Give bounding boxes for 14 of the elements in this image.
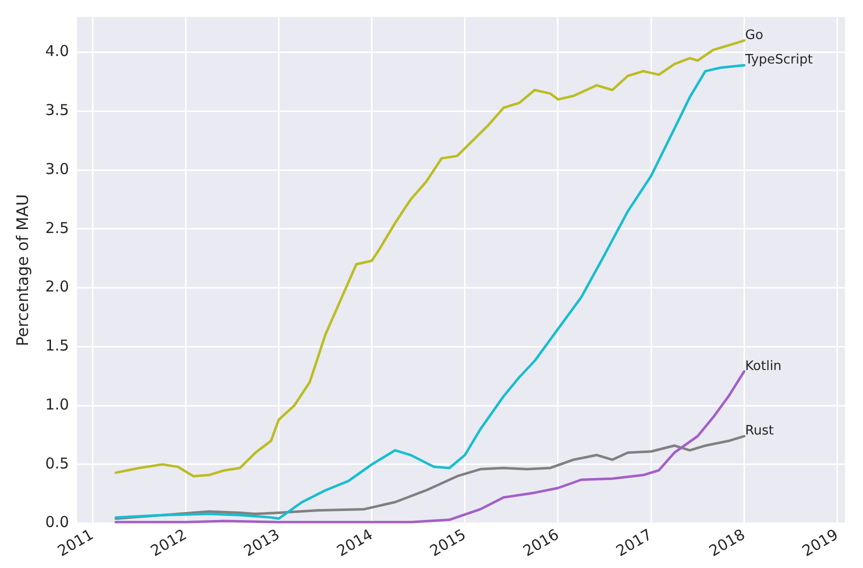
y-tick-label: 2.5 xyxy=(45,218,70,237)
series-label: Kotlin xyxy=(745,358,782,374)
y-tick-label: 3.5 xyxy=(45,101,70,120)
y-tick-label: 1.5 xyxy=(45,336,70,355)
series-label: TypeScript xyxy=(744,52,813,68)
y-axis-title: Percentage of MAU xyxy=(12,194,32,346)
y-tick-label: 3.0 xyxy=(45,160,70,178)
series-label: Go xyxy=(745,28,764,43)
y-tick-label: 4.0 xyxy=(45,42,70,60)
y-tick-label: 1.0 xyxy=(45,395,70,414)
y-tick-label: 0.5 xyxy=(45,454,70,472)
y-tick-label: 2.0 xyxy=(45,278,70,296)
y-tick-label: 0.0 xyxy=(45,513,70,532)
series-label: Rust xyxy=(745,424,774,439)
